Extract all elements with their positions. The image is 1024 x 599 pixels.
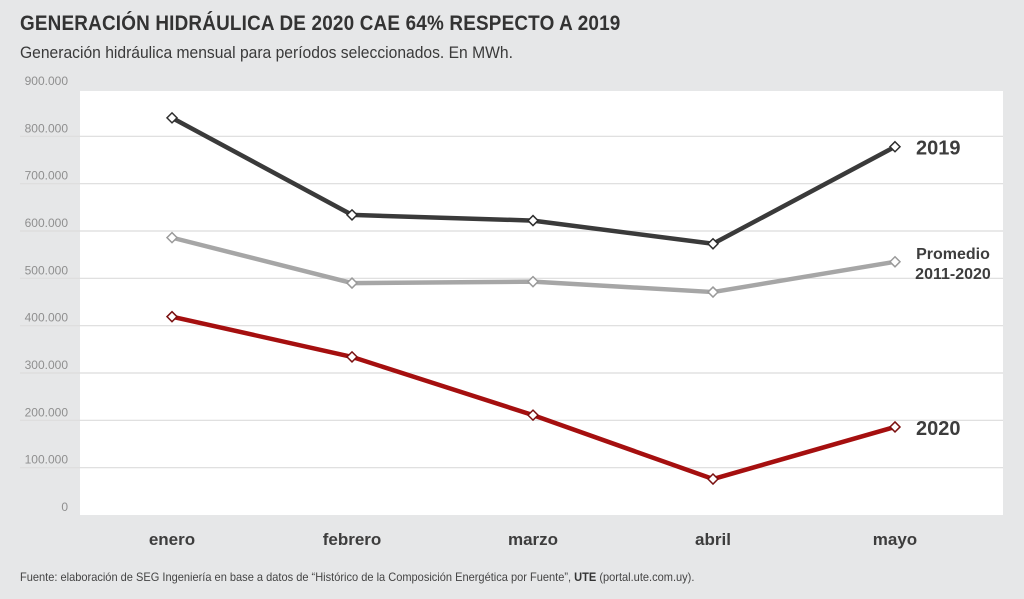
data-point-marker: [345, 277, 359, 290]
source-suffix: (portal.ute.com.uy).: [596, 570, 695, 584]
plot-area: [80, 91, 1003, 515]
x-tick-label: enero: [149, 530, 195, 549]
y-tick-label: 100.000: [25, 453, 69, 467]
y-tick-label: 200.000: [25, 405, 69, 419]
x-tick-label: mayo: [873, 530, 917, 549]
data-point-marker: [165, 231, 179, 244]
data-point-marker: [888, 420, 902, 434]
series-label: 2020: [916, 418, 961, 440]
data-point-marker: [706, 285, 720, 299]
data-point-marker: [526, 275, 540, 288]
data-point-marker: [165, 310, 179, 323]
data-point-marker: [345, 208, 359, 221]
y-tick-label: 0: [61, 500, 68, 514]
x-tick-label: febrero: [323, 530, 382, 549]
series-label: Promedio: [916, 246, 990, 263]
data-point-marker: [526, 214, 540, 227]
x-tick-label: marzo: [508, 530, 558, 549]
series-label: 2011-2020: [915, 266, 991, 283]
y-tick-label: 800.000: [25, 121, 69, 135]
y-tick-label: 600.000: [25, 216, 69, 230]
source-ute: UTE: [574, 570, 597, 584]
source-note: Fuente: elaboración de SEG Ingeniería en…: [20, 570, 694, 584]
data-point-marker: [888, 140, 902, 153]
chart-title: GENERACIÓN HIDRÁULICA DE 2020 CAE 64% RE…: [20, 12, 621, 35]
series-label: 2019: [916, 138, 961, 160]
y-tick-label: 900.000: [25, 74, 69, 88]
data-point-marker: [165, 111, 179, 124]
chart-subtitle: Generación hidráulica mensual para perío…: [20, 43, 513, 62]
data-point-marker: [706, 237, 720, 250]
source-prefix: Fuente: elaboración de SEG Ingeniería en…: [20, 570, 575, 584]
y-tick-label: 500.000: [25, 263, 69, 277]
data-point-marker: [888, 255, 902, 268]
x-tick-label: abril: [695, 530, 731, 549]
data-point-marker: [706, 472, 720, 486]
y-tick-label: 700.000: [25, 169, 69, 183]
y-tick-label: 300.000: [25, 358, 69, 372]
y-tick-label: 400.000: [25, 311, 69, 325]
data-point-marker: [345, 350, 359, 363]
data-point-marker: [526, 409, 540, 422]
